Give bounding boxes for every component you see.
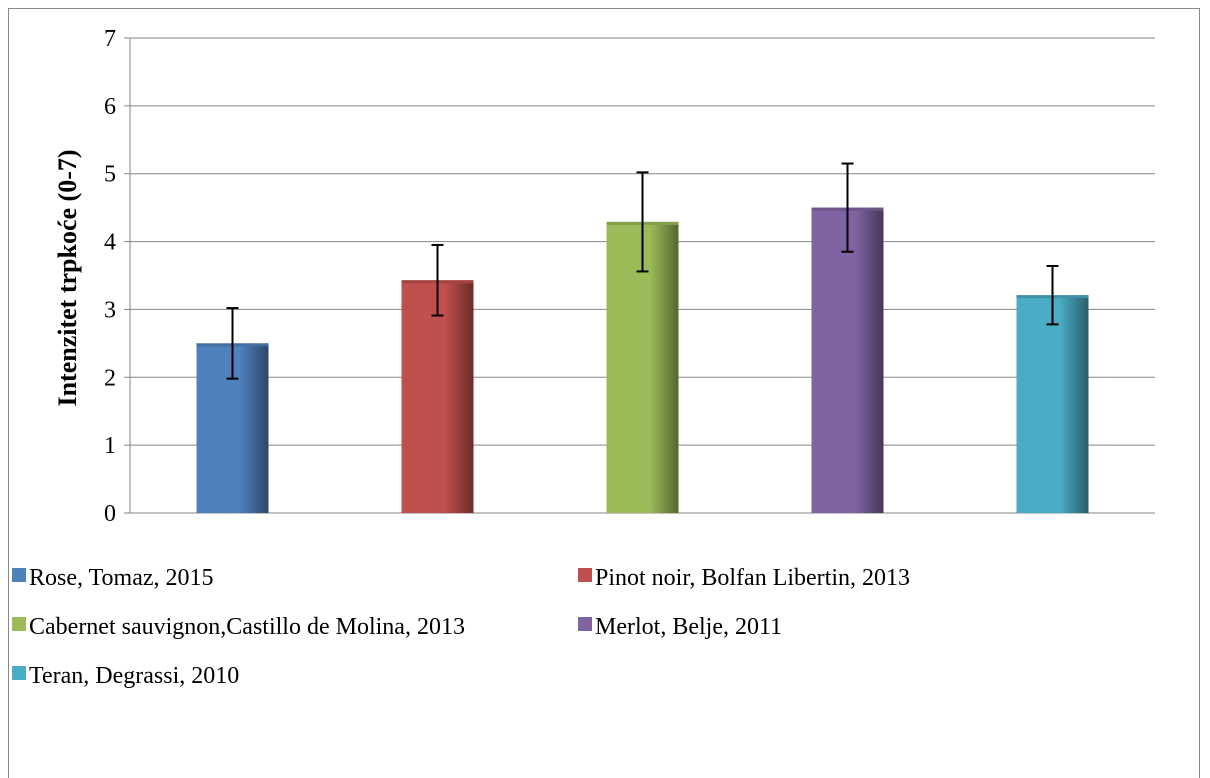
y-axis-ticks: 0 1 2 3 4 5 6 7 bbox=[104, 26, 116, 527]
error-bar bbox=[1046, 265, 1059, 326]
y-tick-label: 2 bbox=[104, 365, 116, 391]
legend-swatch bbox=[578, 617, 592, 631]
y-axis-title: Intenzitet trpkoće (0-7) bbox=[53, 149, 82, 406]
error-bars bbox=[226, 162, 1059, 380]
bar bbox=[811, 207, 884, 513]
y-tick-label: 4 bbox=[104, 230, 116, 256]
y-tick-label: 0 bbox=[104, 501, 116, 527]
legend-swatch bbox=[12, 617, 26, 631]
legend-label: Cabernet sauvignon,Castillo de Molina, 2… bbox=[29, 614, 465, 640]
legend-item: Pinot noir, Bolfan Libertin, 2013 bbox=[578, 565, 910, 591]
bars bbox=[196, 207, 1089, 513]
legend: Rose, Tomaz, 2015 Pinot noir, Bolfan Libe… bbox=[12, 565, 910, 689]
y-tick-label: 7 bbox=[104, 26, 116, 52]
bar bbox=[1016, 295, 1089, 513]
chart-frame bbox=[8, 8, 1200, 778]
legend-item: Rose, Tomaz, 2015 bbox=[12, 565, 214, 591]
legend-swatch bbox=[12, 568, 26, 582]
y-tick-label: 6 bbox=[104, 94, 116, 120]
legend-label: Pinot noir, Bolfan Libertin, 2013 bbox=[595, 565, 910, 591]
error-bar bbox=[841, 162, 854, 253]
y-tick-label: 1 bbox=[104, 433, 116, 459]
y-tick-label: 3 bbox=[104, 297, 116, 323]
legend-item: Cabernet sauvignon,Castillo de Molina, 2… bbox=[12, 614, 465, 640]
error-bar bbox=[431, 243, 444, 317]
legend-label: Rose, Tomaz, 2015 bbox=[29, 565, 214, 591]
error-bar bbox=[226, 307, 239, 380]
legend-item: Teran, Degrassi, 2010 bbox=[12, 663, 239, 689]
legend-swatch bbox=[12, 666, 26, 680]
y-tick-label: 5 bbox=[104, 162, 116, 188]
error-bar bbox=[636, 171, 649, 273]
legend-swatch bbox=[578, 568, 592, 582]
legend-label: Teran, Degrassi, 2010 bbox=[29, 663, 239, 689]
legend-label: Merlot, Belje, 2011 bbox=[595, 614, 782, 640]
legend-item: Merlot, Belje, 2011 bbox=[578, 614, 782, 640]
bar bbox=[401, 280, 474, 513]
